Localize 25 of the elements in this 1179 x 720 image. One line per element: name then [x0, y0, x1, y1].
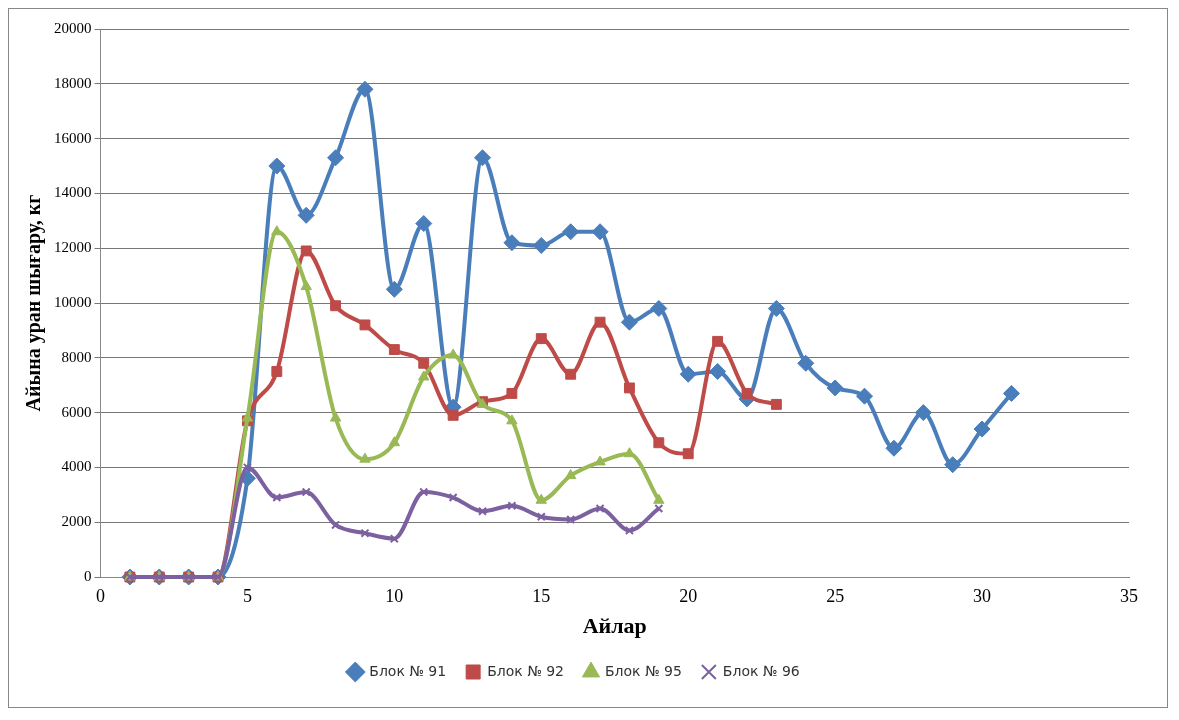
x-tick-label: 30	[973, 585, 992, 606]
y-tick-label: 10000	[54, 293, 92, 310]
legend-label: Блок № 95	[605, 662, 682, 679]
legend-label: Блок № 91	[369, 662, 447, 679]
y-tick-label: 16000	[54, 129, 92, 146]
x-tick-label: 15	[532, 585, 551, 606]
y-tick-label: 18000	[54, 74, 92, 91]
y-tick-label: 8000	[61, 348, 92, 365]
y-axis-title: Айына уран шығару, кг	[22, 194, 46, 412]
x-tick-label: 25	[826, 585, 845, 606]
legend-label: Блок № 92	[487, 662, 565, 679]
x-axis-title: Айлар	[582, 613, 647, 639]
legend-label: Блок № 96	[722, 662, 800, 679]
y-tick-label: 4000	[61, 458, 92, 475]
x-tick-label: 20	[679, 585, 698, 606]
y-tick-label: 12000	[54, 239, 92, 256]
y-tick-label: 20000	[54, 19, 92, 36]
y-tick-label: 14000	[54, 184, 92, 201]
y-tick-label: 2000	[61, 513, 92, 530]
y-tick-label: 6000	[61, 403, 92, 420]
y-tick-label: 0	[84, 567, 92, 584]
x-tick-label: 10	[385, 585, 404, 606]
x-tick-label: 35	[1120, 585, 1138, 606]
x-tick-label: 5	[242, 585, 252, 606]
x-tick-label: 0	[96, 585, 105, 606]
